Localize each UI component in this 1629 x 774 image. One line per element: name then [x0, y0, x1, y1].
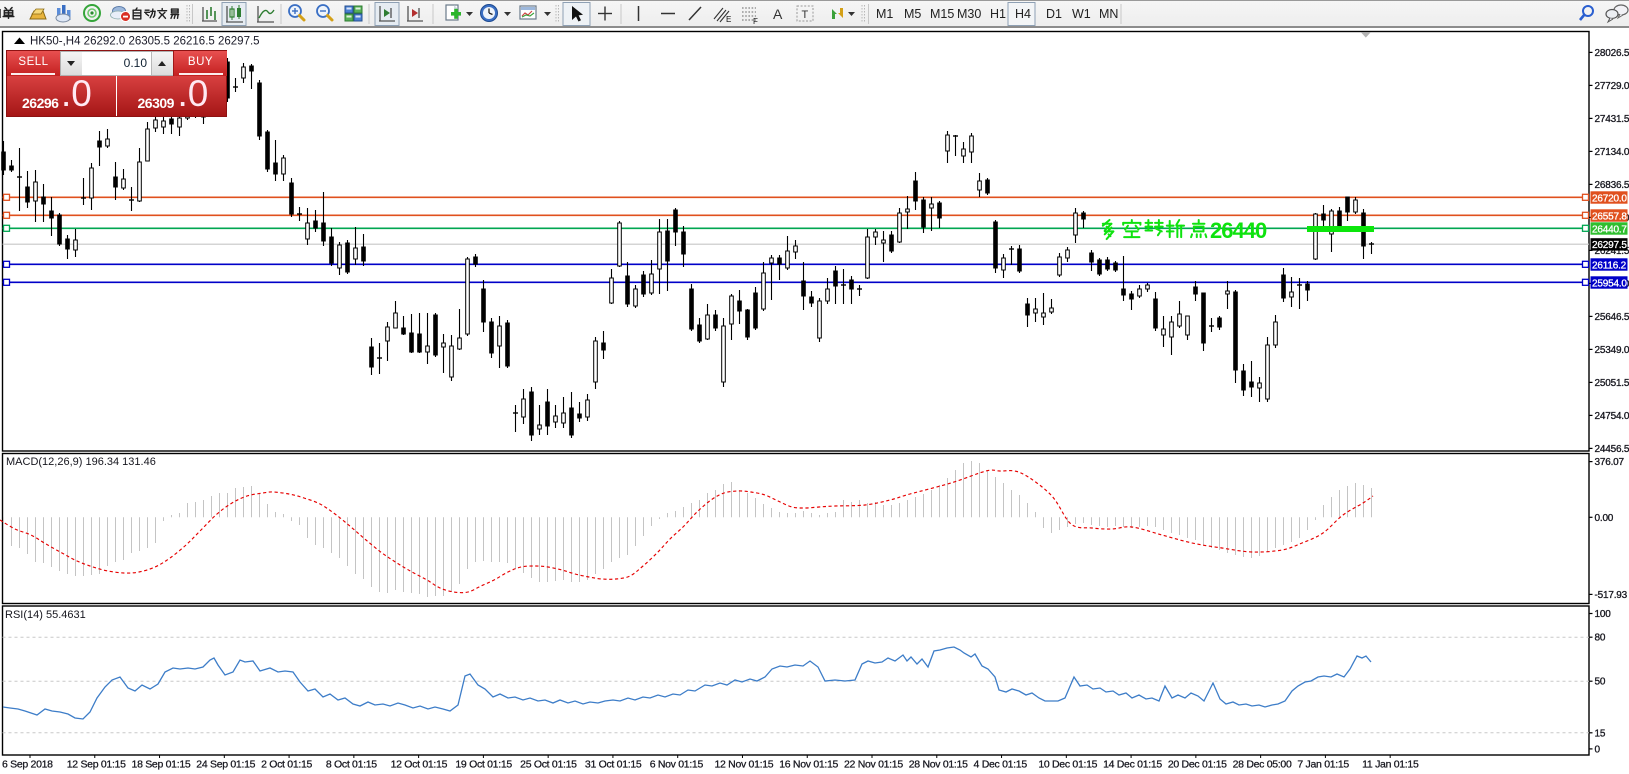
svg-text:376.07: 376.07	[1595, 457, 1625, 468]
svg-text:26241.5: 26241.5	[1595, 246, 1629, 257]
svg-text:24 Sep 01:15: 24 Sep 01:15	[196, 759, 255, 771]
svg-text:100: 100	[1595, 609, 1612, 620]
svg-text:E: E	[726, 15, 731, 24]
svg-text:7 Jan 01:15: 7 Jan 01:15	[1297, 759, 1349, 771]
svg-text:8 Oct 01:15: 8 Oct 01:15	[326, 759, 377, 771]
svg-text:26557.8: 26557.8	[1592, 211, 1627, 222]
svg-text:27729.0: 27729.0	[1595, 81, 1629, 92]
svg-text:T: T	[802, 9, 809, 21]
svg-text:25 Oct 01:15: 25 Oct 01:15	[520, 759, 577, 771]
svg-text:11 Jan 01:15: 11 Jan 01:15	[1362, 759, 1419, 771]
svg-text:25954.0: 25954.0	[1592, 278, 1627, 289]
svg-text:12 Oct 01:15: 12 Oct 01:15	[391, 759, 448, 771]
svg-text:25051.5: 25051.5	[1595, 378, 1629, 389]
svg-text:25349.0: 25349.0	[1595, 345, 1629, 356]
svg-text:80: 80	[1595, 633, 1606, 644]
svg-text:26116.2: 26116.2	[1592, 260, 1627, 271]
svg-text:26836.5: 26836.5	[1595, 180, 1629, 191]
svg-text:0.00: 0.00	[1595, 513, 1614, 524]
svg-text:28 Dec 05:00: 28 Dec 05:00	[1233, 759, 1292, 771]
svg-text:12 Sep 01:15: 12 Sep 01:15	[67, 759, 126, 771]
svg-text:16 Nov 01:15: 16 Nov 01:15	[779, 759, 838, 771]
svg-text:10 Dec 01:15: 10 Dec 01:15	[1038, 759, 1097, 771]
svg-text:26440.7: 26440.7	[1592, 224, 1627, 235]
svg-text:12 Nov 01:15: 12 Nov 01:15	[714, 759, 773, 771]
svg-text:24456.5: 24456.5	[1595, 444, 1629, 455]
svg-text:28026.5: 28026.5	[1595, 48, 1629, 59]
svg-text:F: F	[753, 17, 758, 26]
svg-text:MACD(12,26,9) 196.34 131.46: MACD(12,26,9) 196.34 131.46	[6, 456, 156, 468]
svg-text:28 Nov 01:15: 28 Nov 01:15	[909, 759, 968, 771]
svg-text:6 Nov 01:15: 6 Nov 01:15	[650, 759, 704, 771]
svg-text:2 Oct 01:15: 2 Oct 01:15	[261, 759, 312, 771]
svg-text:-517.93: -517.93	[1595, 590, 1628, 601]
svg-text:14 Dec 01:15: 14 Dec 01:15	[1103, 759, 1162, 771]
svg-text:RSI(14) 55.4631: RSI(14) 55.4631	[5, 609, 86, 621]
svg-text:24754.0: 24754.0	[1595, 411, 1629, 422]
svg-text:19 Oct 01:15: 19 Oct 01:15	[455, 759, 512, 771]
svg-text:HK50-,H4 26292.0 26305.5 2621: HK50-,H4 26292.0 26305.5 26216.5 26297.5	[30, 36, 260, 48]
svg-text:6 Sep 2018: 6 Sep 2018	[2, 759, 53, 771]
svg-text:22 Nov 01:15: 22 Nov 01:15	[844, 759, 903, 771]
svg-text:0: 0	[1595, 744, 1601, 755]
svg-text:26720.0: 26720.0	[1592, 193, 1627, 204]
svg-text:31 Oct 01:15: 31 Oct 01:15	[585, 759, 642, 771]
svg-text:15: 15	[1595, 728, 1606, 739]
svg-text:18 Sep 01:15: 18 Sep 01:15	[132, 759, 191, 771]
svg-text:20 Dec 01:15: 20 Dec 01:15	[1168, 759, 1227, 771]
svg-text:27431.5: 27431.5	[1595, 114, 1629, 125]
svg-text:26297.5: 26297.5	[1592, 240, 1627, 251]
svg-text:4 Dec 01:15: 4 Dec 01:15	[974, 759, 1028, 771]
svg-text:27134.0: 27134.0	[1595, 147, 1629, 158]
svg-text:26440: 26440	[1210, 218, 1267, 243]
svg-text:25646.5: 25646.5	[1595, 312, 1629, 323]
svg-text:50: 50	[1595, 677, 1606, 688]
